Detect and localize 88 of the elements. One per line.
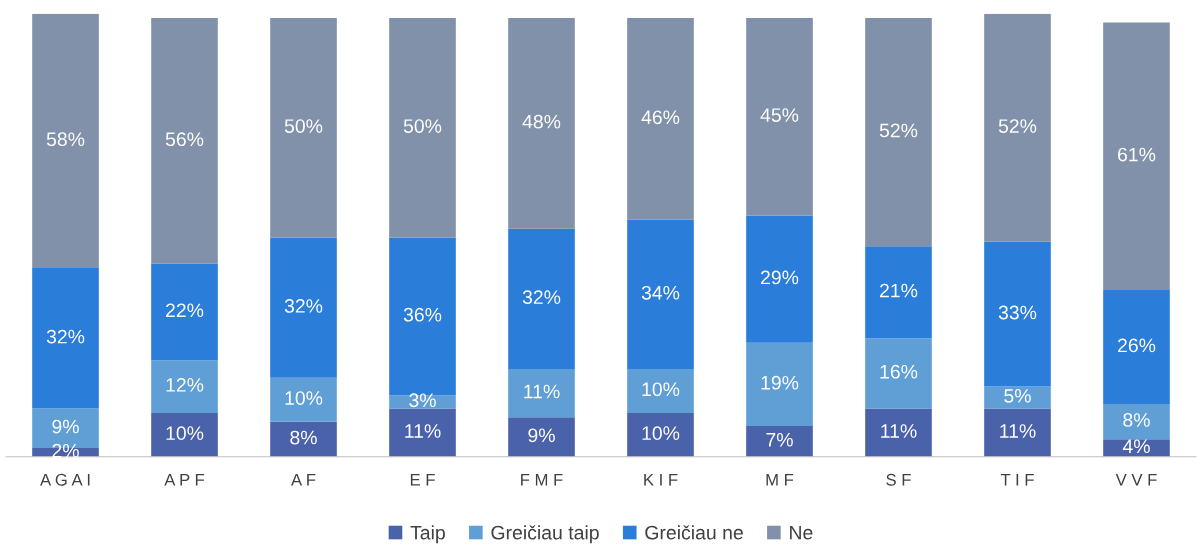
data-label: 29% [761,270,799,285]
legend-label: Greičiau taip [491,525,599,544]
bar [508,417,575,457]
data-label: 50% [284,119,323,133]
x-tick-label: F M F [521,474,563,486]
data-label: 11% [524,384,560,399]
bar [151,263,218,361]
data-label: 50% [403,119,442,133]
bar [865,338,932,409]
bar [746,342,813,427]
bar [865,246,932,339]
data-label: 61% [1118,147,1156,162]
bar [746,215,813,343]
bar [270,421,337,457]
data-label: 9% [52,419,79,434]
data-label: 12% [166,378,204,392]
bar [151,412,218,457]
bar [746,426,813,457]
data-label: 21% [880,283,918,298]
data-label: 3% [409,393,436,408]
data-label: 11% [881,424,917,438]
data-label: 32% [522,290,561,305]
legend-label: Ne [790,525,813,540]
data-label: 32% [284,299,323,313]
data-label: 10% [285,391,323,405]
x-tick-label: M F [766,474,794,486]
bar [32,268,99,409]
bar [508,369,575,418]
bar [984,408,1051,457]
legend-label: Greičiau ne [645,525,743,540]
bar [151,18,218,264]
bar [627,18,694,220]
data-label: 36% [403,307,442,322]
data-label: 2% [52,443,79,458]
data-label: 9% [528,428,555,443]
data-label: 34% [641,285,680,300]
data-label: 58% [46,132,85,147]
bar [389,18,456,238]
data-label: 10% [166,426,204,441]
data-label: 7% [766,432,793,447]
data-label: 11% [405,424,441,438]
data-label: 10% [642,382,680,397]
x-tick-label: K I F [644,474,678,486]
data-label: 10% [642,426,680,441]
bar [865,18,932,247]
data-label: 46% [641,110,680,125]
bar [508,18,575,229]
bar [508,228,575,370]
legend-label: Taip [410,525,445,544]
data-label: 52% [879,123,918,138]
x-tick-label: A P F [164,474,205,486]
bar [270,377,337,422]
data-label: 48% [522,114,561,129]
bar [32,13,99,269]
data-label: 52% [998,119,1037,133]
bar [151,360,218,413]
bar [984,13,1051,242]
x-tick-label: T I F [1000,474,1034,486]
bar [389,408,456,457]
bar [270,237,337,378]
x-tick-label: E F [410,474,435,486]
bar [1103,22,1170,291]
data-label: 56% [165,132,204,147]
bar [627,412,694,457]
x-tick-label: V V F [1115,474,1157,486]
bar [627,369,694,413]
bar [865,408,932,457]
bar [1103,290,1170,405]
x-tick-label: S F [886,473,911,486]
data-label: 45% [760,108,799,122]
x-tick-label: A G A I [40,473,90,486]
x-tick-label: A F [291,474,316,486]
bar [270,18,337,238]
data-label: 8% [290,430,317,445]
data-label: 32% [46,329,85,344]
data-label: 8% [1123,413,1150,427]
data-label: 33% [998,305,1037,320]
bar [746,18,813,216]
bar [1103,404,1170,440]
data-label: 5% [1004,389,1031,403]
data-label: 26% [1118,338,1156,353]
data-label: 19% [761,375,799,390]
data-label: 11% [1000,424,1036,438]
data-label: 4% [1122,439,1150,454]
data-label: 16% [880,364,918,379]
bar [627,219,694,370]
bar [984,241,1051,387]
data-label: 22% [166,303,204,318]
